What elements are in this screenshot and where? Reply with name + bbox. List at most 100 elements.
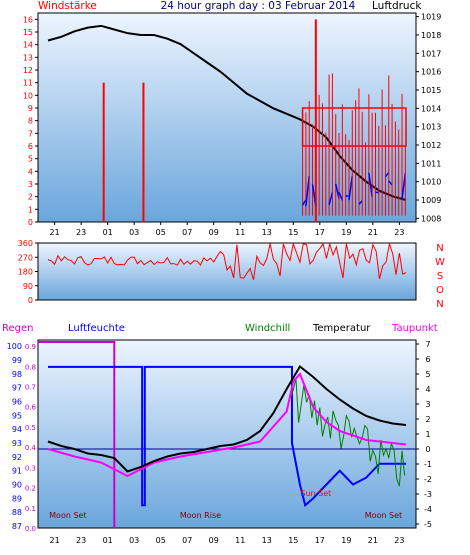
rain-tick-label: 0.4: [25, 444, 37, 452]
y-right-tick-label: 1018: [421, 31, 441, 40]
y-right-tick-label: 1017: [421, 49, 441, 58]
right-axis-title: Luftdruck: [372, 0, 422, 12]
gust-segment: [311, 184, 317, 207]
temp-tick-label: -1: [424, 460, 432, 469]
gust-segment: [388, 180, 393, 186]
y-left-tick-label: 16: [23, 15, 33, 24]
humidity-tick-label: 97: [12, 384, 22, 393]
x-tick-label: 19: [341, 536, 351, 545]
humidity-tick-label: 88: [12, 508, 22, 517]
humidity-tick-label: 92: [12, 453, 22, 462]
humidity-tick-label: 96: [12, 397, 22, 406]
temp-tick-label: -5: [424, 520, 432, 529]
y-left-tick-label: 0: [28, 218, 33, 227]
x-tick-label: 17: [315, 228, 325, 237]
gust-segment: [358, 200, 363, 205]
temp-tick-label: 2: [425, 415, 430, 424]
compass-label: N: [436, 243, 443, 254]
humidity-tick-label: 100: [7, 342, 22, 351]
y-left-tick-label: 5: [28, 155, 33, 164]
x-tick-label: 03: [129, 228, 139, 237]
x-tick-label: 15: [288, 228, 298, 237]
y-right-tick-label: 1009: [421, 196, 441, 205]
y-right-tick-label: 1012: [421, 141, 441, 150]
x-tick-label: 21: [50, 228, 60, 237]
rain-tick-label: 0.9: [25, 343, 36, 351]
direction-tick-label: 270: [18, 253, 33, 262]
humidity-line: [48, 365, 406, 508]
direction-tick-label: 0: [28, 296, 33, 305]
y-left-tick-label: 1: [28, 205, 33, 214]
rain-tick-label: 0.7: [25, 383, 36, 391]
gust-segment: [328, 192, 334, 205]
direction-tick-label: 180: [18, 268, 33, 277]
x-tick-label: 17: [315, 536, 325, 545]
humidity-tick-label: 91: [12, 467, 22, 476]
legend-entry: Regen: [2, 323, 34, 334]
rain-tick-label: 0.8: [25, 363, 36, 371]
humidity-tick-label: 87: [12, 522, 22, 531]
panel-wind-pressure: [37, 12, 417, 223]
x-tick-label: 09: [209, 228, 219, 237]
legend-entry: Luftfeuchte: [68, 323, 125, 334]
gust-segment: [338, 192, 344, 201]
gust-segment: [334, 183, 340, 199]
x-tick-label: 23: [76, 228, 86, 237]
temp-tick-label: 0: [425, 445, 430, 454]
temp-tick-label: 1: [425, 430, 430, 439]
x-tick-label: 19: [341, 228, 351, 237]
humidity-tick-label: 99: [12, 356, 22, 365]
humidity-tick-label: 95: [12, 411, 22, 420]
rain-tick-label: 0.0: [25, 525, 36, 533]
compass-label: O: [436, 285, 444, 296]
x-tick-label: 07: [182, 536, 192, 545]
x-tick-label: 23: [394, 228, 404, 237]
y-left-tick-label: 4: [28, 167, 33, 176]
y-left-tick-label: 8: [28, 117, 33, 126]
y-right-tick-label: 1008: [421, 214, 441, 223]
temp-tick-label: -2: [424, 475, 432, 484]
chart-title: 24 hour graph day : 03 Februar 2014: [161, 0, 356, 12]
y-right-tick-label: 1014: [421, 104, 441, 113]
y-left-tick-label: 7: [28, 129, 33, 138]
dewpoint-line: [47, 372, 407, 478]
humidity-tick-label: 94: [12, 425, 22, 434]
left-axis-title: Windstärke: [38, 0, 97, 12]
x-tick-label: 11: [235, 228, 245, 237]
humidity-tick-label: 90: [12, 480, 22, 489]
gust-segment: [401, 172, 407, 200]
gust-segment: [348, 175, 354, 201]
y-left-tick-label: 15: [23, 28, 33, 37]
y-right-tick-label: 1016: [421, 68, 441, 77]
rain-tick-label: 0.1: [25, 505, 36, 513]
y-right-tick-label: 1010: [421, 178, 441, 187]
x-tick-label: 05: [156, 536, 166, 545]
rain-tick-label: 0.5: [25, 424, 36, 432]
y-left-tick-label: 10: [23, 91, 33, 100]
humidity-tick-label: 89: [12, 494, 22, 503]
compass-label: S: [437, 271, 443, 282]
x-tick-label: 21: [50, 536, 60, 545]
y-left-tick-label: 12: [23, 66, 33, 75]
compass-label: N: [436, 299, 443, 310]
y-right-tick-label: 1011: [421, 159, 441, 168]
x-tick-label: 03: [129, 536, 139, 545]
temp-tick-label: -4: [424, 505, 432, 514]
temp-tick-label: 5: [425, 370, 430, 379]
x-tick-label: 07: [182, 228, 192, 237]
temp-tick-label: -3: [424, 490, 432, 499]
panel-wind-direction: [37, 242, 417, 301]
x-tick-label: 21: [368, 228, 378, 237]
x-tick-label: 13: [262, 228, 272, 237]
temp-tick-label: 7: [425, 340, 430, 349]
pressure-line: [47, 24, 407, 201]
legend-entry: Taupunkt: [391, 323, 438, 334]
y-left-tick-label: 11: [23, 79, 33, 88]
annotation-label: Moon Set: [365, 511, 402, 520]
y-left-tick-label: 9: [28, 104, 33, 113]
y-right-tick-label: 1015: [421, 86, 441, 95]
x-tick-label: 09: [209, 536, 219, 545]
legend-entry: Windchill: [245, 323, 290, 334]
direction-tick-label: 360: [18, 239, 33, 248]
